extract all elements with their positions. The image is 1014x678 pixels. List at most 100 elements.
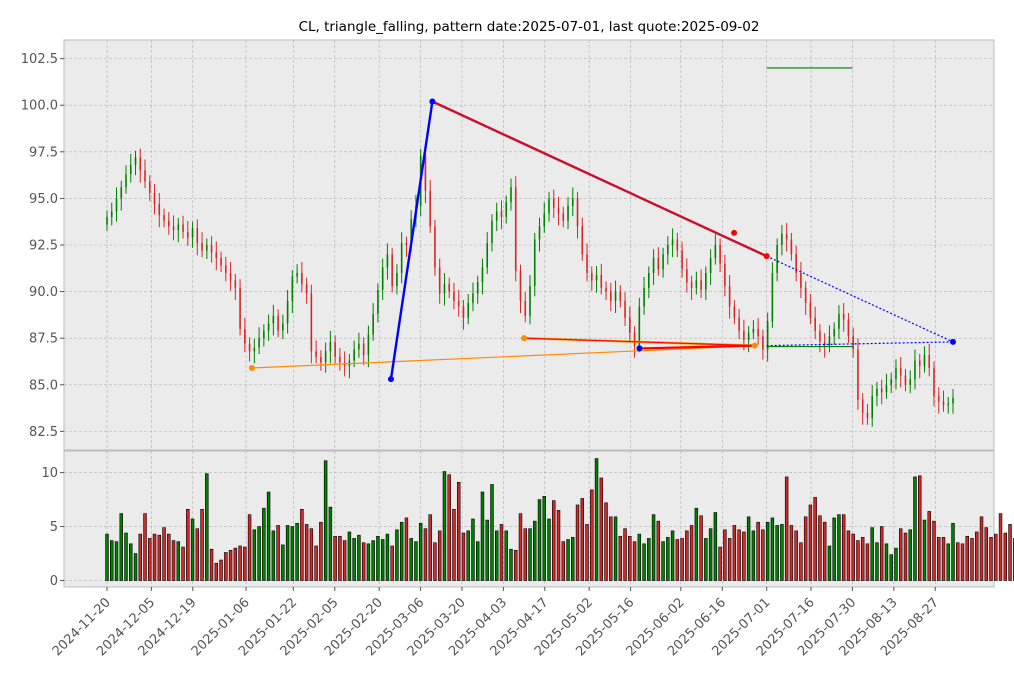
volume-bar	[951, 523, 955, 581]
candle-body	[358, 343, 360, 350]
candle-body	[942, 401, 945, 406]
volume-bar	[129, 543, 133, 581]
candle-body	[762, 336, 764, 350]
volume-bar	[870, 527, 874, 581]
volume-bar	[975, 531, 979, 581]
candle-body	[400, 243, 403, 273]
volume-bar	[898, 528, 903, 581]
volume-bar	[609, 516, 613, 581]
candle-body	[310, 293, 313, 352]
volume-bar	[832, 517, 836, 581]
volume-bar	[908, 529, 912, 581]
volume-bar	[670, 530, 675, 581]
candle-body	[937, 395, 940, 402]
volume-bar	[509, 548, 513, 581]
candle-body	[225, 265, 227, 273]
pivot-marker	[387, 376, 394, 383]
pivot-marker	[636, 345, 643, 352]
candle-body	[533, 239, 536, 286]
candle-body	[838, 313, 840, 329]
candle-body	[548, 198, 550, 214]
volume-bar	[889, 554, 893, 581]
candle-body	[277, 315, 279, 331]
volume-bar	[566, 539, 570, 581]
volume-bar	[452, 508, 456, 581]
volume-bar	[485, 519, 489, 581]
candle-body	[153, 192, 156, 204]
candle-body	[899, 368, 902, 376]
candle-body	[728, 286, 731, 307]
candle-body	[148, 181, 151, 193]
volume-bar	[205, 473, 209, 581]
candle-body	[282, 323, 284, 331]
volume-bar	[309, 528, 314, 581]
volume-bar	[661, 541, 665, 581]
candle-body	[182, 224, 184, 232]
blue-leg-line	[389, 101, 434, 380]
volume-bar	[580, 498, 585, 581]
candle-body	[272, 315, 275, 324]
volume-bar	[314, 545, 318, 581]
volume-bar	[243, 546, 247, 581]
volume-bar	[409, 538, 413, 581]
candle-body	[861, 399, 864, 413]
volume-bar	[319, 521, 323, 581]
lower-trendline-orange	[251, 345, 755, 369]
volume-bar	[628, 535, 632, 581]
volume-bar	[642, 543, 646, 581]
candle-body	[429, 190, 431, 227]
candle-body	[747, 332, 750, 341]
volume-bar	[879, 526, 884, 581]
candle-body	[472, 293, 474, 303]
candle-body	[752, 328, 755, 333]
candle-body	[890, 379, 893, 385]
candle-body	[928, 354, 931, 368]
y-tick-label: 82.5	[29, 425, 58, 440]
candle-body	[804, 287, 807, 303]
volume-bar	[956, 542, 960, 581]
volume-bar	[780, 524, 784, 581]
candle-body	[947, 403, 950, 406]
candle-body	[852, 336, 854, 350]
volume-bar	[162, 527, 166, 581]
candle-body	[334, 341, 336, 357]
candle-body	[809, 302, 812, 318]
candle-body	[633, 332, 636, 346]
candle-body	[624, 300, 626, 318]
volume-bar	[366, 543, 371, 581]
volume-bar	[685, 530, 689, 581]
volume-bar	[152, 533, 157, 581]
volume-bar	[499, 524, 504, 581]
candle-body	[258, 338, 260, 348]
volume-bar	[290, 526, 295, 581]
volume-bar	[304, 524, 309, 581]
candle-body	[643, 287, 645, 307]
volume-bar	[680, 538, 684, 581]
candle-body	[106, 217, 108, 225]
volume-bar	[998, 513, 1003, 581]
volume-bar	[252, 529, 257, 581]
volume-bar	[723, 529, 727, 581]
volume-bar	[433, 542, 437, 581]
candle-body	[814, 317, 816, 331]
volume-bar	[937, 537, 941, 581]
candle-body	[296, 272, 298, 277]
volume-bar	[167, 533, 171, 581]
volume-bar	[599, 477, 604, 581]
volume-bar	[552, 500, 556, 581]
volume-bar	[428, 514, 432, 581]
volume-bar	[837, 514, 841, 581]
volume-bar	[860, 537, 865, 581]
volume-bar	[466, 530, 470, 581]
volume-bar	[927, 511, 931, 581]
volume-bar	[437, 530, 442, 581]
lower-trendline-projection	[766, 341, 954, 347]
candle-body	[519, 271, 522, 301]
volume-bar	[276, 525, 280, 581]
volume-bar	[846, 530, 851, 581]
candle-body	[871, 395, 874, 419]
candle-body	[714, 245, 717, 259]
volume-bar	[399, 521, 404, 581]
volume-bar	[238, 545, 242, 581]
candle-body	[657, 258, 660, 270]
